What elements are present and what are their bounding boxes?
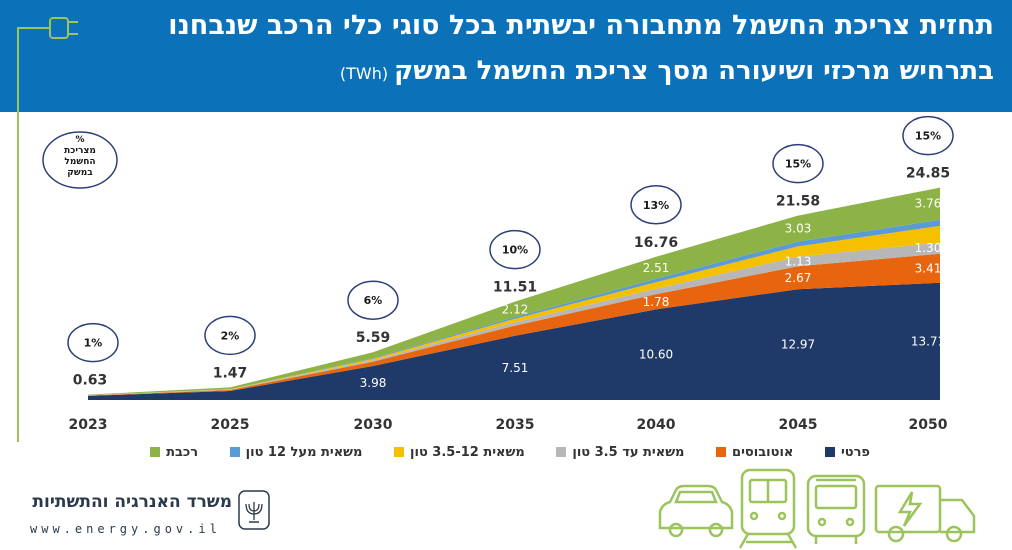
legend-swatch	[556, 447, 567, 457]
x-tick-label: 2023	[69, 417, 108, 433]
value-label: 3.98	[360, 376, 387, 390]
chart-legend: פרטי אוטובוסים משאית עד 3.5 טון משאית 3.5-1…	[150, 442, 870, 462]
value-label: 7.51	[502, 361, 529, 375]
total-label: 24.85	[906, 166, 950, 182]
total-label: 0.63	[73, 373, 108, 389]
x-tick-label: 2035	[496, 417, 535, 433]
total-label: 16.76	[634, 235, 678, 251]
value-label: 1.78	[643, 295, 670, 309]
share-bubble	[772, 143, 824, 184]
share-key-bubble: % מצריכת החשמל במשק	[42, 131, 118, 189]
value-label: 1.30	[915, 241, 942, 255]
total-label-layer: 0.63 1.47 5.59 11.51 16.76 21.58 24.85	[73, 166, 950, 389]
share-bubble	[67, 322, 119, 363]
plug-icon	[17, 17, 78, 112]
bus-icon	[806, 474, 866, 544]
car-icon	[658, 484, 734, 538]
chart-header: תחזית צריכת החשמל מתחבורה יבשתית בכל סוג…	[0, 0, 1012, 112]
chart-title-line2-text: בתרחיש מרכזי ושיעורה מסך צריכת החשמל במש…	[394, 56, 994, 86]
electric-truck-icon	[874, 484, 976, 543]
x-axis-ticks: 2023 2025 2030 2035 2040 2045 2050	[69, 417, 948, 433]
chart-title-line2: בתרחיש מרכזי ושיעורה מסך צריכת החשמל במש…	[340, 56, 994, 86]
share-pct-label: 2%	[221, 329, 240, 342]
area-series-3	[88, 225, 940, 396]
area-series-0	[88, 282, 940, 400]
share-pct-label: 10%	[502, 244, 528, 257]
share-pct-label: 15%	[915, 130, 941, 143]
value-label: 12.97	[781, 338, 815, 352]
share-key-line: החשמל	[64, 157, 95, 167]
legend-swatch	[229, 447, 240, 457]
value-label: 2.67	[785, 271, 812, 285]
share-pct-label: 6%	[364, 294, 383, 307]
legend-swatch	[394, 447, 405, 457]
total-label: 11.51	[493, 280, 537, 296]
chart-title-line1: תחזית צריכת החשמל מתחבורה יבשתית בכל סוג…	[168, 10, 994, 41]
value-label: 3.41	[915, 261, 942, 275]
ministry-name: משרד האנרגיה והתשתיות	[32, 492, 232, 512]
value-label: 2.51	[643, 261, 670, 275]
total-label: 1.47	[213, 365, 248, 381]
legend-item: משאית מעל 12 טון	[229, 442, 363, 462]
legend-item: אוטובוסים	[716, 442, 793, 462]
legend-label: רכבת	[166, 444, 199, 460]
share-key-label: % מצריכת החשמל במשק	[64, 135, 96, 178]
x-tick-label: 2030	[354, 417, 393, 433]
legend-swatch	[150, 447, 161, 457]
legend-label: משאית מעל 12 טון	[245, 444, 363, 460]
ministry-logo: משרד האנרגיה והתשתיות www.energy.gov.il	[20, 490, 270, 545]
share-pct-label: 15%	[785, 158, 811, 171]
chart-title-unit: (TWh)	[339, 64, 389, 83]
value-label: 10.60	[639, 348, 673, 362]
legend-item: רכבת	[150, 442, 198, 462]
vehicle-illustrations	[658, 468, 976, 549]
value-label: 1.13	[785, 255, 812, 269]
legend-item: פרטי	[824, 442, 870, 462]
x-tick-label: 2040	[637, 417, 676, 433]
share-bubble	[204, 315, 256, 356]
share-bubble-layer: 1% 2% 6% 10% 13% 15% 15%	[67, 115, 954, 363]
legend-item: משאית 3.5-12 טון	[394, 442, 525, 462]
legend-label: משאית עד 3.5 טון	[572, 444, 685, 460]
x-tick-label: 2045	[779, 417, 818, 433]
legend-swatch	[824, 447, 835, 457]
share-bubble	[489, 229, 541, 270]
total-label: 21.58	[776, 194, 820, 210]
share-bubble	[630, 185, 682, 225]
value-label: 2.12	[502, 302, 529, 316]
share-key-line: %	[75, 135, 84, 145]
share-bubble	[347, 280, 399, 320]
legend-item: משאית עד 3.5 טון	[556, 442, 684, 462]
share-bubble	[902, 115, 954, 156]
area-series-5	[88, 187, 940, 396]
share-pct-label: 13%	[643, 199, 669, 212]
share-key-line: מצריכת	[64, 146, 96, 156]
x-tick-label: 2025	[211, 417, 250, 433]
train-icon	[738, 468, 798, 549]
legend-label: משאית 3.5-12 טון	[410, 444, 525, 460]
menorah-emblem-icon	[238, 490, 270, 530]
value-label-layer: 3.98 7.51 10.60 12.97 13.71 1.78 2.67 3.41 1.13 1…	[360, 197, 946, 390]
share-pct-label: 1%	[84, 337, 103, 350]
legend-label: פרטי	[840, 444, 870, 460]
total-label: 5.59	[356, 330, 391, 346]
area-series-4	[88, 219, 940, 396]
area-series-1	[88, 253, 940, 396]
area-layer	[88, 187, 940, 400]
area-series-2	[88, 242, 940, 396]
value-label: 13.71	[911, 334, 945, 348]
ministry-url: www.energy.gov.il	[30, 522, 221, 536]
x-tick-label: 2050	[909, 417, 948, 433]
legend-swatch	[716, 447, 727, 457]
value-label: 3.03	[785, 222, 812, 236]
legend-label: אוטובוסים	[732, 444, 794, 460]
value-label: 3.76	[915, 197, 942, 211]
share-key-line: במשק	[67, 168, 93, 178]
